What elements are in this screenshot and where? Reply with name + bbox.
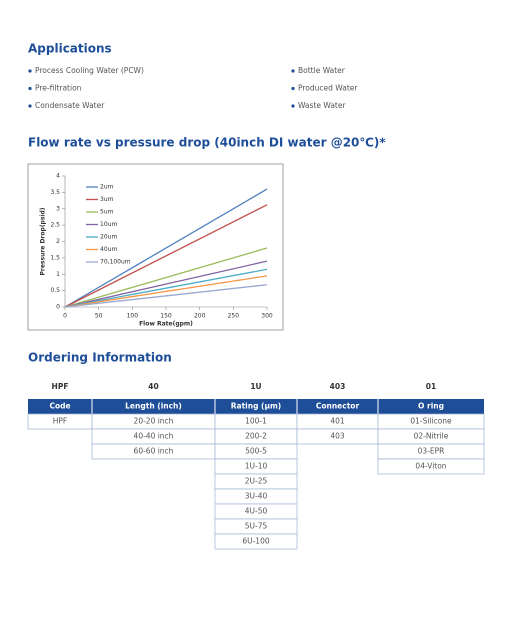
bullet <box>291 86 295 91</box>
y-tick-label: 3.5 <box>50 189 60 196</box>
table-cell-text: 1U-10 <box>245 462 268 471</box>
table-header: Rating (µm) <box>231 402 282 411</box>
y-tick-label: 0.5 <box>50 287 60 294</box>
code-label: 403 <box>330 382 346 391</box>
table-cell-text: 4U-50 <box>245 507 268 516</box>
table-cell-text: 40-40 inch <box>134 432 174 441</box>
x-tick-label: 100 <box>127 313 139 320</box>
x-tick-label: 300 <box>261 313 273 320</box>
code-label: 01 <box>426 382 436 391</box>
table-header: Connector <box>316 402 360 411</box>
table-cell-text: 403 <box>330 432 345 441</box>
list-item: Process Cooling Water (PCW) <box>35 66 144 75</box>
y-tick-label: 2 <box>56 238 60 245</box>
table-cell-text: 02-Nitrile <box>414 432 449 441</box>
list-item: Bottle Water <box>298 66 346 75</box>
x-tick-label: 0 <box>63 313 67 320</box>
table-cell-text: 500-5 <box>245 447 267 456</box>
table-cell <box>214 533 298 550</box>
legend-label: 10um <box>100 221 117 228</box>
y-tick-label: 4 <box>56 173 60 180</box>
bullet <box>291 104 295 108</box>
list-item: Pre-filtration <box>35 84 82 93</box>
y-tick-label: 1.5 <box>50 254 60 261</box>
table-cell <box>377 458 485 475</box>
y-tick-label: 2.5 <box>50 222 60 229</box>
table-cell-text: 100-1 <box>245 417 267 426</box>
list-item: Produced Water <box>298 84 358 93</box>
table-cell-text: 401 <box>330 417 345 426</box>
line <box>64 268 268 308</box>
bullet <box>28 69 32 73</box>
x-tick-label: 50 <box>95 313 103 320</box>
bullet <box>28 104 32 108</box>
table-cell-text: 60-60 inch <box>134 447 174 456</box>
legend-label: 20um <box>100 234 117 241</box>
code-label: 1U <box>250 382 261 391</box>
x-tick-label: 200 <box>194 313 206 320</box>
x-tick-label: 150 <box>160 313 172 320</box>
legend-label: 2um <box>100 184 114 191</box>
table-cell-text: 01-Silicone <box>410 417 452 426</box>
section-title: Applications <box>28 42 112 56</box>
y-axis-label: Pressure Drop(psid) <box>40 207 47 275</box>
code-label: 40 <box>148 382 158 391</box>
bullet <box>28 86 32 91</box>
line <box>64 284 268 308</box>
table-header: Code <box>49 402 70 411</box>
y-tick-label: 3 <box>56 205 60 212</box>
legend-label: 5um <box>100 209 114 216</box>
list-item: Condensate Water <box>35 101 105 110</box>
line <box>64 247 268 308</box>
legend-label: 3um <box>100 196 114 203</box>
section-title: Flow rate vs pressure drop (40inch DI wa… <box>28 136 386 150</box>
table-cell-text: 200-2 <box>245 432 267 441</box>
legend-label: 70,100um <box>100 259 131 266</box>
y-tick-label: 0 <box>56 304 60 311</box>
table-header: Length (inch) <box>125 402 182 411</box>
line <box>64 204 268 308</box>
line <box>64 188 268 308</box>
table-header-bg <box>28 399 484 414</box>
table-cell-text: 03-EPR <box>418 447 445 456</box>
code-label: HPF <box>52 382 69 391</box>
y-tick-label: 1 <box>56 271 60 278</box>
table-header: O ring <box>418 402 444 411</box>
table-cell-text: 3U-40 <box>245 492 268 501</box>
section-title: Ordering Information <box>28 351 172 365</box>
table-cell-text: HPF <box>53 417 67 426</box>
x-axis-label: Flow Rate(gpm) <box>139 321 193 328</box>
chart-frame <box>27 163 284 331</box>
x-tick-label: 250 <box>228 313 240 320</box>
table-cell-text: 5U-75 <box>245 522 268 531</box>
list-item: Waste Water <box>298 101 346 110</box>
table-cell-text: 20-20 inch <box>134 417 174 426</box>
table-cell-text: 2U-25 <box>245 477 268 486</box>
table-cell-text: 6U-100 <box>242 537 270 546</box>
line <box>64 275 268 308</box>
bullet <box>291 69 295 73</box>
table-cell-text: 04-Viton <box>415 462 446 471</box>
legend-label: 40um <box>100 246 117 253</box>
line <box>64 260 268 308</box>
